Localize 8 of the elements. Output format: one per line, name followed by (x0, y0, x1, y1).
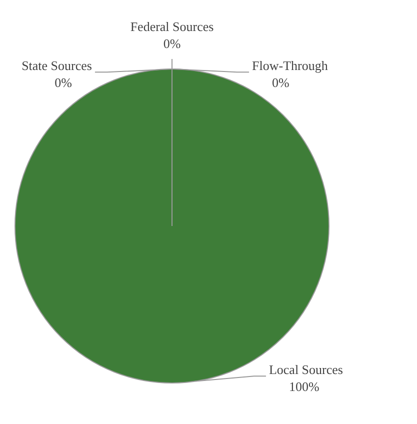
category-label: State Sources (22, 58, 92, 74)
category-label: Federal Sources (130, 19, 214, 34)
category-label: Flow-Through (252, 58, 328, 74)
data-label: 100% (288, 379, 320, 394)
text: 0% (272, 75, 290, 90)
slice-label: Local Sources (268, 362, 343, 378)
text: 0% (54, 75, 72, 90)
text: 0% (163, 36, 181, 51)
